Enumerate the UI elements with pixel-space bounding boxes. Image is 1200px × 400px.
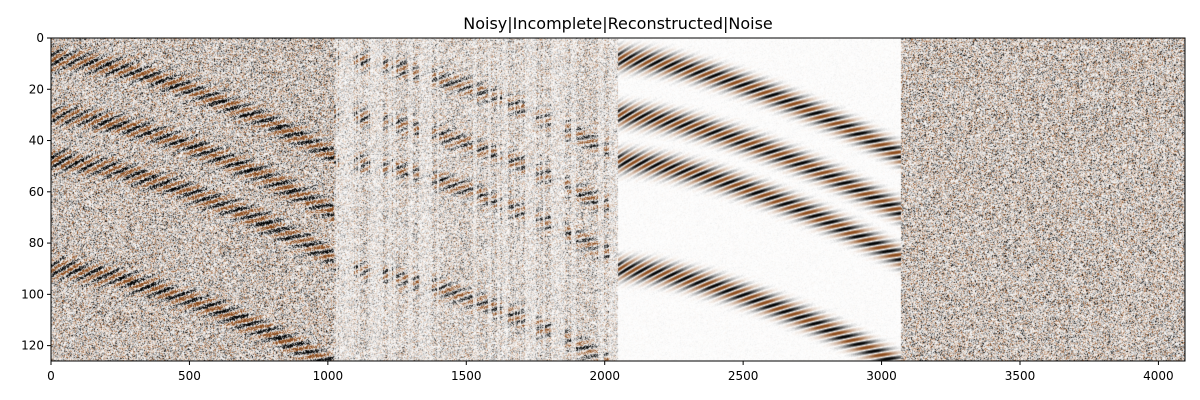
x-tick-label: 1000 <box>313 369 344 383</box>
x-tick-label: 0 <box>47 369 55 383</box>
x-axis: 0 500 1000 1500 2000 2500 3000 3500 4000 <box>47 361 1174 383</box>
y-tick-label: 20 <box>29 82 44 96</box>
x-tick-label: 500 <box>178 369 201 383</box>
x-tick-label: 2000 <box>589 369 620 383</box>
y-tick-label: 120 <box>21 339 44 353</box>
x-tick-label: 3500 <box>1005 369 1036 383</box>
y-tick-label: 100 <box>21 287 44 301</box>
y-axis: 0 20 40 60 80 100 120 <box>21 31 51 353</box>
y-tick-label: 80 <box>29 236 44 250</box>
chart-title: Noisy|Incomplete|Reconstructed|Noise <box>463 14 773 33</box>
y-tick-label: 0 <box>36 31 44 45</box>
x-tick-label: 1500 <box>451 369 482 383</box>
x-tick-label: 4000 <box>1143 369 1174 383</box>
y-tick-label: 40 <box>29 134 44 148</box>
x-tick-label: 3000 <box>866 369 897 383</box>
heatmap-image <box>51 38 1185 361</box>
plot-frame <box>50 37 1186 362</box>
y-tick-label: 60 <box>29 185 44 199</box>
x-tick-label: 2500 <box>728 369 759 383</box>
plot-area <box>50 37 1186 362</box>
